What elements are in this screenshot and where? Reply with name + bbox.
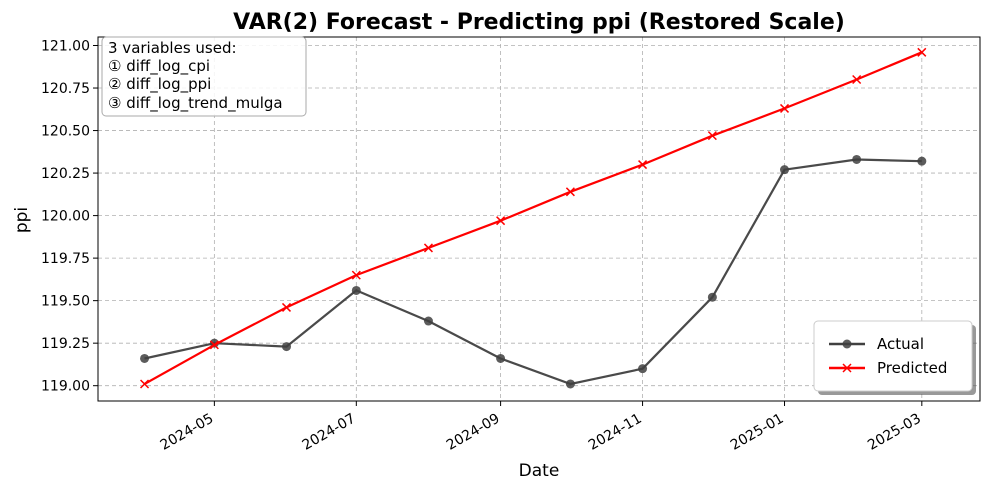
data-point-actual	[140, 353, 150, 363]
info-line: ③ diff_log_trend_mulga	[108, 94, 283, 113]
data-point-actual	[707, 292, 717, 302]
legend-marker-predicted	[842, 363, 852, 373]
y-tick-label: 120.25	[41, 166, 90, 182]
info-box-frame	[101, 36, 307, 117]
data-point-actual	[780, 165, 790, 175]
data-point-actual	[852, 154, 862, 164]
legend-frame	[813, 320, 973, 392]
data-point-predicted	[852, 74, 862, 85]
y-tick-label: 119.25	[41, 336, 90, 352]
data-point-actual	[496, 353, 506, 363]
data-point-predicted	[496, 216, 506, 226]
data-point-predicted	[140, 379, 150, 389]
y-tick-label: 120.00	[41, 209, 90, 225]
data-point-predicted	[779, 103, 790, 113]
y-tick-label: 119.75	[41, 251, 90, 267]
series-layer	[140, 47, 927, 389]
x-tick-label: 2024-07	[300, 411, 359, 454]
info-line: ② diff_log_ppi	[108, 75, 211, 94]
x-tick-label: 2024-11	[586, 411, 645, 454]
data-point-predicted	[917, 47, 927, 57]
data-point-predicted	[638, 160, 648, 170]
x-axis-label: Date	[519, 461, 560, 481]
series-line-actual	[144, 158, 922, 386]
axis-ticks: 119.00 119.25 119.50 119.75 120.00 120.25 120.…	[41, 39, 924, 454]
y-tick-label: 119.00	[41, 379, 90, 395]
legend: Actual Predicted	[813, 320, 976, 395]
legend-marker-actual	[842, 339, 852, 349]
x-tick-label: 2025-03	[865, 411, 924, 454]
data-point-predicted	[351, 270, 361, 280]
data-point-predicted	[565, 187, 575, 197]
data-point-predicted	[423, 243, 433, 253]
legend-label-actual: Actual	[877, 335, 924, 353]
chart-title: VAR(2) Forecast - Predicting ppi (Restor…	[233, 10, 845, 35]
info-line: ① diff_log_cpi	[108, 57, 210, 76]
y-tick-label: 121.00	[41, 39, 90, 55]
x-tick-label: 2024-09	[444, 411, 503, 454]
plot-frame	[97, 36, 981, 402]
data-point-actual	[638, 364, 648, 374]
x-tick-label: 2025-01	[728, 411, 787, 454]
x-tick-label: 2024-05	[158, 411, 217, 454]
y-tick-label: 120.75	[41, 81, 90, 97]
data-point-actual	[423, 316, 433, 326]
y-tick-label: 119.50	[41, 294, 90, 310]
data-point-actual	[351, 285, 361, 295]
y-axis-label: ppi	[12, 207, 32, 233]
data-point-actual	[282, 342, 292, 352]
data-point-actual	[565, 379, 575, 389]
data-point-predicted	[281, 302, 292, 312]
info-box: 3 variables used: ① diff_log_cpi ② diff_…	[101, 36, 307, 117]
series-line-predicted	[143, 51, 923, 385]
data-point-actual	[917, 156, 927, 166]
info-line: 3 variables used:	[108, 39, 237, 57]
legend-label-predicted: Predicted	[877, 359, 947, 377]
y-tick-label: 120.50	[41, 124, 90, 140]
data-point-predicted	[209, 340, 219, 350]
data-point-predicted	[707, 131, 717, 141]
